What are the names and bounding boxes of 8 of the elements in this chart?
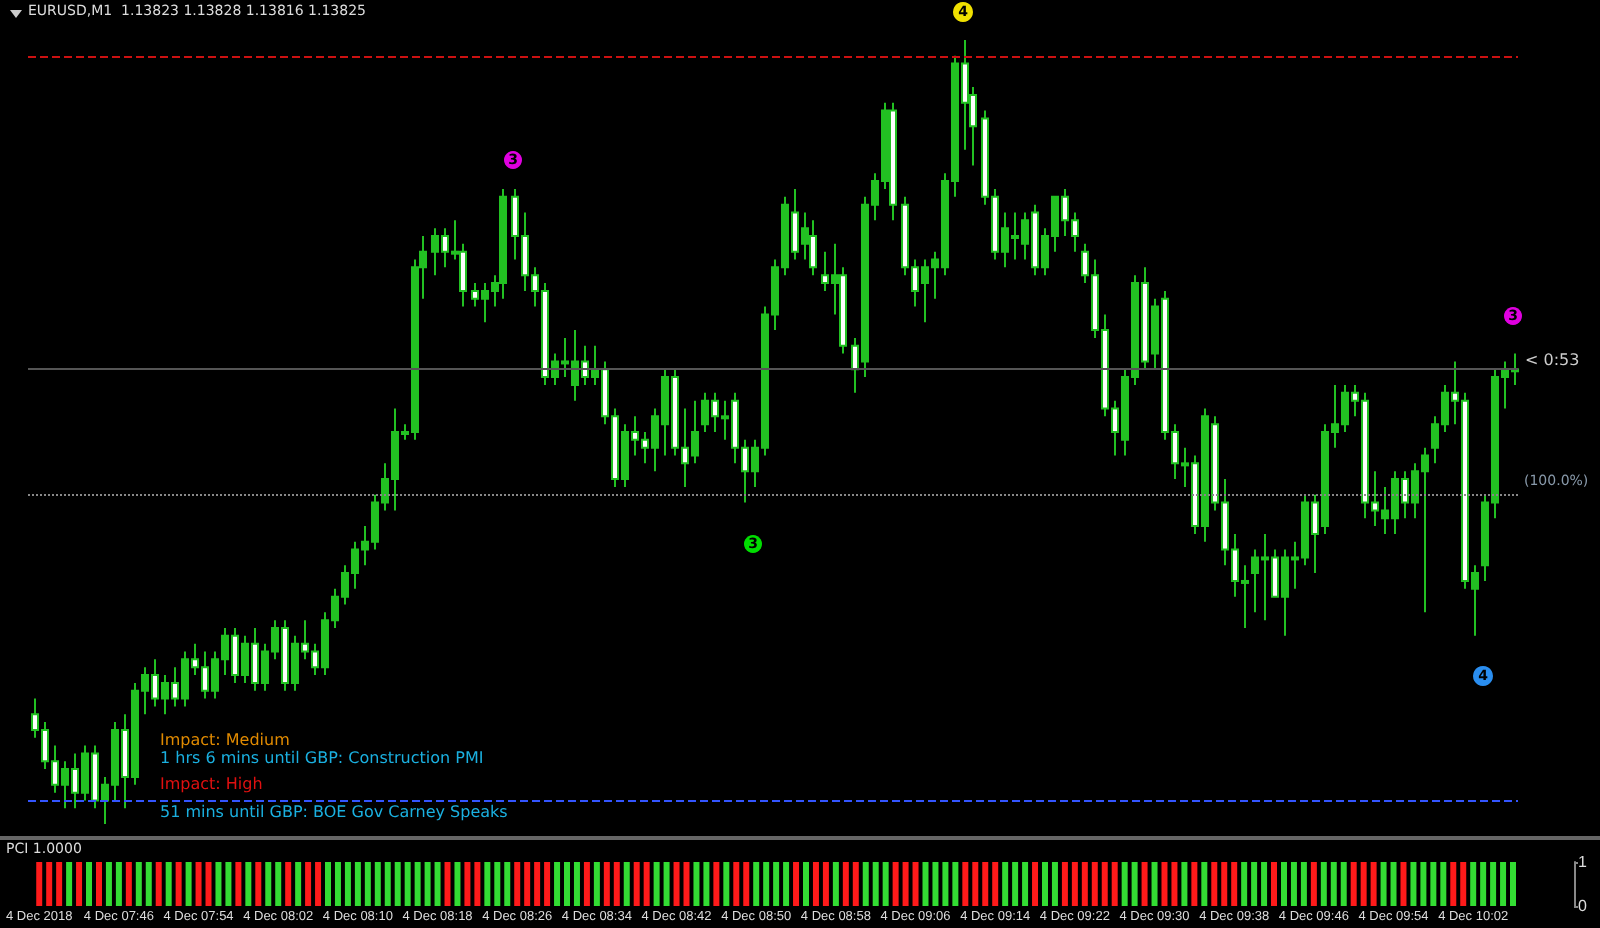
y-tick-label: 1 [1578, 853, 1588, 871]
text: < 0:53 [1525, 351, 1580, 369]
candlestick [809, 219, 817, 277]
annotation: Impact: High [160, 775, 263, 793]
annotation: 51 mins until GBP: BOE Gov Carney Speaks [160, 803, 508, 821]
annotation: Impact: Medium [160, 731, 291, 749]
y-tick-label: 0 [1578, 897, 1588, 915]
annotation: 1 hrs 6 mins until GBP: Construction PMI [160, 749, 484, 767]
